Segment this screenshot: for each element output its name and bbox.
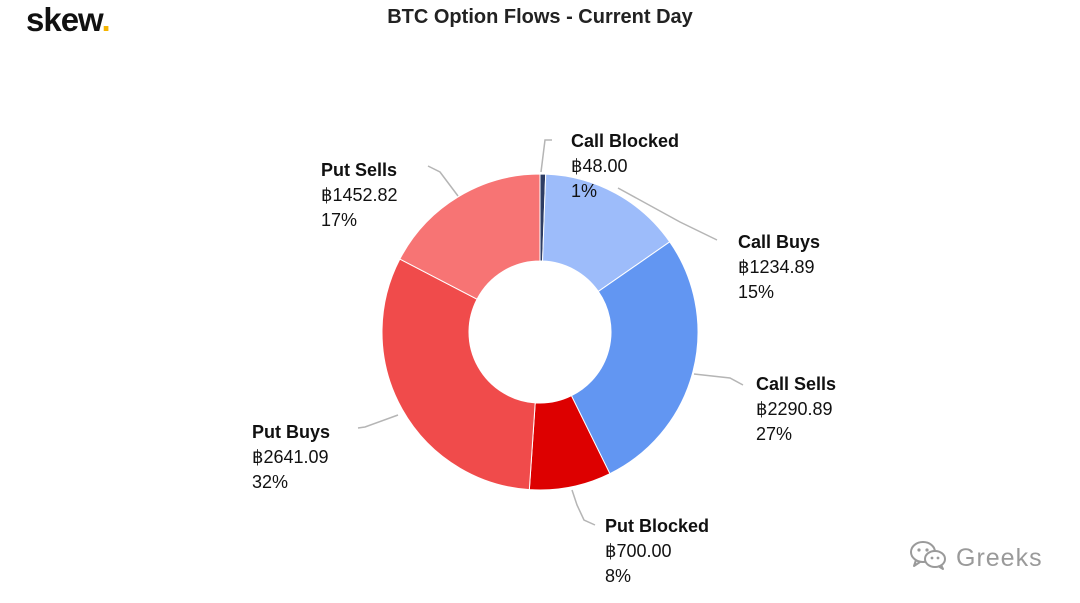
wechat-icon <box>908 539 948 578</box>
connector-line <box>540 139 552 173</box>
slice-label-name: Put Sells <box>321 160 398 180</box>
slice-label-percent: 15% <box>738 282 775 302</box>
slice-label-value: ฿1234.89 <box>738 257 815 277</box>
slice-label-percent: 32% <box>252 472 289 492</box>
slice-label-percent: 17% <box>321 210 358 230</box>
label-call-blocked: Call Blocked ฿48.00 1% <box>571 129 679 204</box>
slice-label-name: Call Sells <box>756 374 837 394</box>
slice-label-value: ฿48.00 <box>571 156 628 176</box>
chart-title: BTC Option Flows - Current Day <box>387 6 693 28</box>
slice-label-name: Put Blocked <box>605 516 710 536</box>
slice-label-value: ฿2290.89 <box>756 399 833 419</box>
connector-line <box>617 187 718 241</box>
slice-label-name: Call Buys <box>738 232 821 252</box>
watermark: Greeks <box>908 540 1043 576</box>
slice-label-value: ฿1452.82 <box>321 185 398 205</box>
slice-label-percent: 8% <box>605 566 632 586</box>
label-put-buys: Put Buys ฿2641.09 32% <box>252 420 330 495</box>
watermark-text: Greeks <box>956 543 1043 572</box>
slice-label-percent: 1% <box>571 181 598 201</box>
slice-label-percent: 27% <box>756 424 793 444</box>
slice-label-value: ฿2641.09 <box>252 447 329 467</box>
skew-logo: skew. <box>26 1 111 39</box>
label-call-buys: Call Buys ฿1234.89 15% <box>738 230 820 305</box>
slice-label-name: Call Blocked <box>571 131 680 151</box>
brand-text: skew <box>26 1 103 38</box>
slice-label-name: Put Buys <box>252 422 331 442</box>
connector-line <box>571 489 596 526</box>
brand-dot: . <box>101 1 111 38</box>
label-put-sells: Put Sells ฿1452.82 17% <box>321 158 398 233</box>
label-put-blocked: Put Blocked ฿700.00 8% <box>605 514 709 589</box>
connector-line <box>693 373 744 386</box>
connector-line <box>427 165 459 197</box>
slice-call-sells[interactable] <box>570 241 699 475</box>
slice-put-sells[interactable] <box>399 173 541 300</box>
connector-line <box>357 414 399 429</box>
slice-put-buys[interactable] <box>381 258 536 491</box>
label-call-sells: Call Sells ฿2290.89 27% <box>756 372 836 447</box>
slice-label-value: ฿700.00 <box>605 541 672 561</box>
